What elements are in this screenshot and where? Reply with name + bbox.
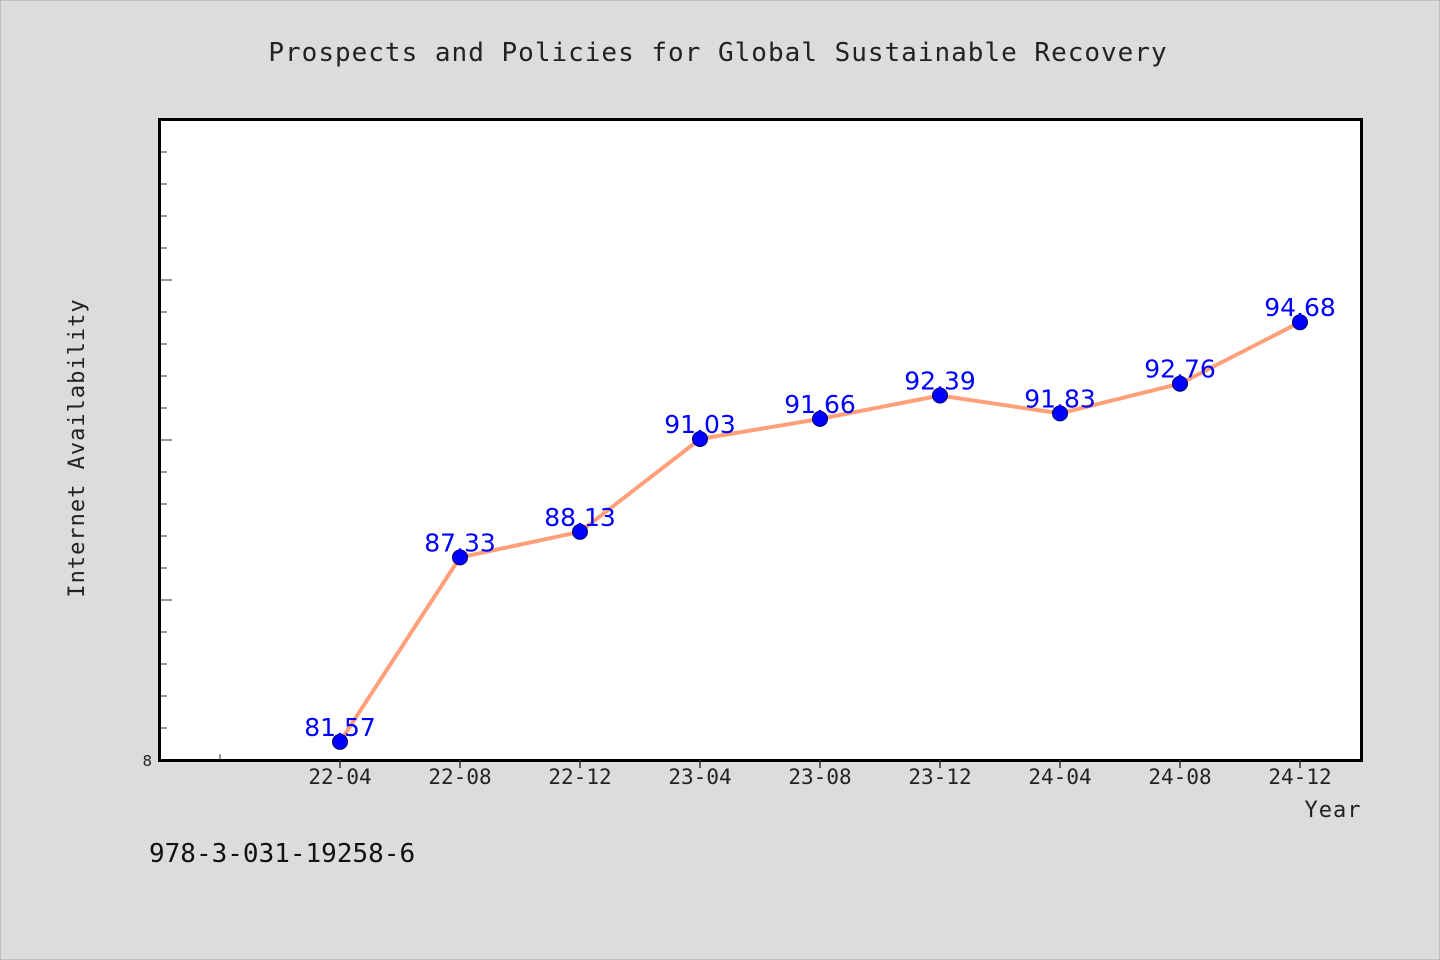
data-label: 91.03 [664,410,736,439]
plot-area [158,118,1363,762]
chart-title: Prospects and Policies for Global Sustai… [268,38,1167,68]
data-point [332,733,348,750]
x-tick-label: 24-04 [1028,765,1091,789]
data-label: 81.57 [304,713,376,742]
x-tick-label: 23-04 [668,765,731,789]
y-axis-label: Internet Availability [65,298,90,597]
isbn-footer: 978-3-031-19258-6 [149,839,415,869]
data-label: 91.66 [784,390,856,419]
x-tick-label: 22-04 [308,765,371,789]
x-axis-label: Year [1305,798,1362,823]
data-point [1052,405,1068,422]
data-label: 88.13 [544,503,616,532]
series-group: 81.57 87.33 88.13 91.03 91.66 92.39 91.83 92.76… [304,293,1336,750]
data-label: 91.83 [1024,384,1096,413]
data-point [452,549,468,566]
data-point [932,387,948,404]
x-tick-label: 23-12 [908,765,971,789]
data-label: 87.33 [424,528,496,557]
data-label: 92.76 [1144,355,1216,384]
x-axis-ticks: 22-04 22-08 22-12 23-04 23-08 23-12 24-04 24-08… [219,754,1332,789]
x-tick-label: 24-12 [1268,765,1331,789]
data-label: 94.68 [1264,293,1336,322]
data-point [1292,314,1308,331]
data-point [812,410,828,427]
data-point [572,523,588,540]
data-point [1172,375,1188,392]
x-tick-label: 22-12 [548,765,611,789]
x-tick-label: 22-08 [428,765,491,789]
x-tick-label: 23-08 [788,765,851,789]
y-tick-label: 8 [142,752,152,770]
y-axis-ticks [160,151,172,729]
data-point [692,431,708,447]
x-tick-label: 24-08 [1148,765,1211,789]
data-label: 92.39 [904,367,976,396]
